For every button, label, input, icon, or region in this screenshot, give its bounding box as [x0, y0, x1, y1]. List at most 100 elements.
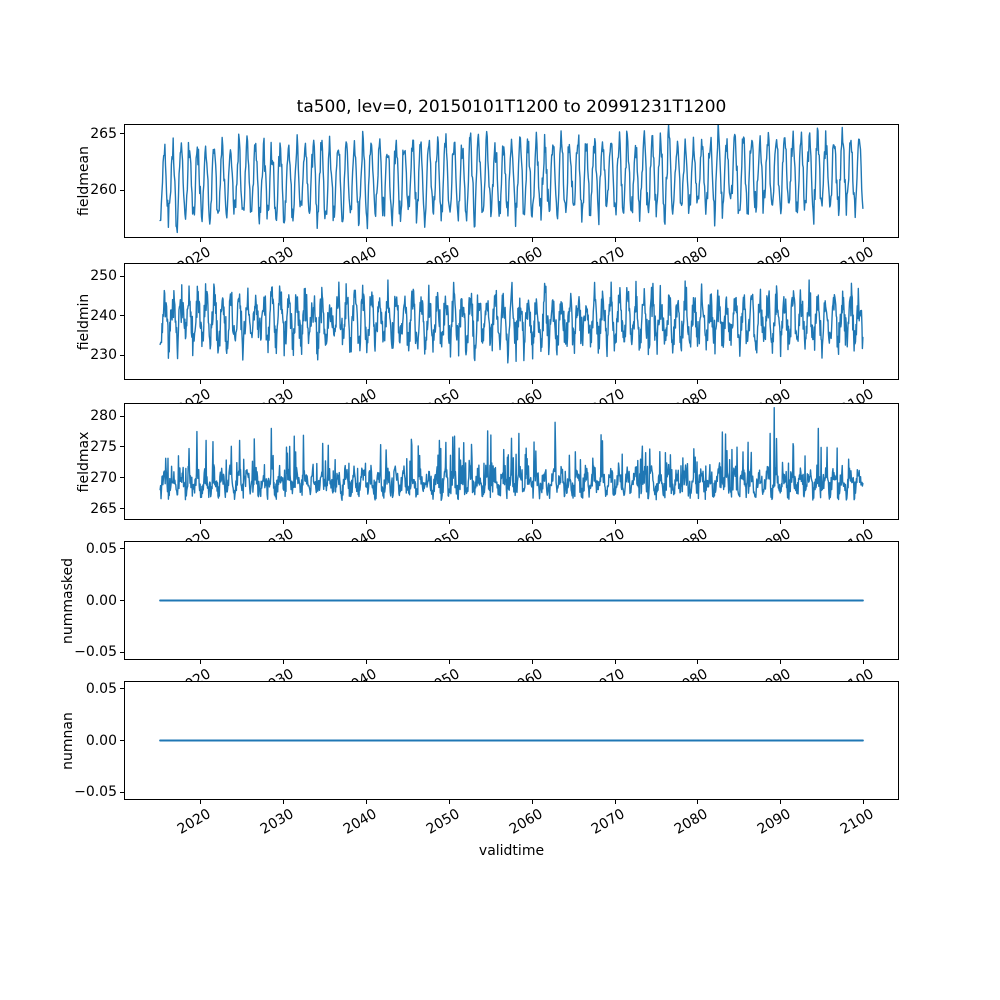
- x-tick-mark: [697, 800, 699, 804]
- y-tick-label: 250: [90, 268, 117, 285]
- x-tick-mark: [283, 660, 285, 664]
- y-tick-mark: [120, 477, 124, 479]
- x-tick-mark: [863, 660, 865, 664]
- x-tick-label: 2080: [672, 806, 711, 838]
- y-tick-mark: [120, 600, 124, 601]
- x-axis-label: validtime: [478, 843, 545, 859]
- x-tick-mark: [283, 238, 285, 242]
- subplot-panel-fieldmean: [124, 124, 899, 238]
- y-tick-label: 0.00: [85, 592, 117, 609]
- x-tick-mark: [697, 380, 699, 384]
- x-tick-label: 2040: [340, 806, 380, 838]
- line-plot-fieldmin: [159, 279, 864, 364]
- x-tick-mark: [780, 238, 782, 242]
- x-tick-mark: [531, 380, 533, 384]
- x-tick-mark: [200, 238, 202, 242]
- x-tick-mark: [614, 660, 616, 664]
- x-tick-mark: [697, 238, 699, 242]
- y-tick-mark: [120, 415, 124, 417]
- x-tick-label: 2050: [423, 806, 463, 838]
- x-tick-mark: [365, 800, 367, 804]
- x-tick-mark: [365, 238, 367, 242]
- y-tick-label: 260: [90, 182, 117, 199]
- x-tick-mark: [283, 520, 285, 524]
- line-plot-numnan: [159, 739, 864, 742]
- y-tick-label: 240: [90, 307, 117, 324]
- x-tick-mark: [200, 660, 202, 664]
- y-tick-label: −0.05: [74, 784, 117, 801]
- x-tick-mark: [863, 238, 865, 242]
- x-tick-mark: [531, 660, 533, 664]
- x-tick-mark: [780, 660, 782, 664]
- x-tick-label: 2090: [755, 806, 794, 838]
- x-tick-mark: [614, 238, 616, 242]
- x-tick-mark: [531, 520, 533, 524]
- y-tick-label: 265: [90, 500, 117, 517]
- x-tick-label: 2020: [174, 806, 214, 838]
- subplot-panel-fieldmin: [124, 263, 899, 380]
- x-tick-mark: [365, 520, 367, 524]
- y-axis-label-nummasked: nummasked: [60, 557, 76, 644]
- y-tick-mark: [120, 651, 124, 653]
- x-tick-mark: [448, 238, 450, 242]
- y-tick-mark: [120, 688, 124, 690]
- x-tick-mark: [283, 800, 285, 804]
- subplot-panel-nummasked: [124, 541, 899, 660]
- subplot-panel-numnan: [124, 681, 899, 800]
- y-tick-mark: [120, 548, 124, 550]
- x-tick-mark: [614, 800, 616, 804]
- y-tick-mark: [120, 508, 124, 510]
- y-tick-label: 0.05: [85, 540, 117, 557]
- x-tick-mark: [200, 380, 202, 384]
- x-tick-mark: [448, 660, 450, 664]
- x-tick-label: 2100: [837, 806, 877, 838]
- y-tick-mark: [120, 446, 124, 448]
- x-tick-mark: [863, 520, 865, 524]
- x-tick-label: 2060: [506, 806, 546, 838]
- x-tick-mark: [614, 380, 616, 384]
- x-tick-mark: [780, 800, 782, 804]
- y-tick-mark: [120, 354, 124, 356]
- y-tick-mark: [120, 189, 124, 191]
- x-tick-mark: [365, 660, 367, 664]
- y-tick-label: 230: [90, 347, 117, 364]
- y-tick-label: 265: [90, 125, 117, 142]
- x-tick-mark: [614, 520, 616, 524]
- x-tick-mark: [780, 380, 782, 384]
- y-axis-label-numnan: numnan: [60, 711, 76, 770]
- x-tick-mark: [448, 800, 450, 804]
- x-tick-label: 2070: [589, 806, 629, 838]
- y-axis-label-fieldmean: fieldmean: [76, 146, 92, 216]
- x-tick-label: 2030: [257, 806, 297, 838]
- x-tick-mark: [200, 800, 202, 804]
- y-tick-mark: [120, 275, 124, 277]
- y-tick-label: 275: [90, 438, 117, 455]
- x-tick-mark: [448, 520, 450, 524]
- line-plot-fieldmean: [159, 125, 864, 234]
- x-tick-mark: [697, 660, 699, 664]
- y-tick-mark: [120, 315, 124, 317]
- y-tick-label: 270: [90, 469, 117, 486]
- y-tick-label: 280: [90, 408, 117, 424]
- x-tick-mark: [863, 380, 865, 384]
- y-tick-mark: [120, 133, 124, 135]
- y-tick-label: −0.05: [74, 644, 117, 661]
- line-plot-nummasked: [159, 599, 864, 602]
- x-tick-mark: [863, 800, 865, 804]
- x-tick-mark: [448, 380, 450, 384]
- y-tick-mark: [120, 791, 124, 793]
- subplot-panel-fieldmax: [124, 403, 899, 520]
- chart-title: ta500, lev=0, 20150101T1200 to 20991231T…: [296, 97, 727, 117]
- y-tick-label: 0.00: [85, 732, 117, 749]
- x-tick-mark: [531, 238, 533, 242]
- x-tick-mark: [283, 380, 285, 384]
- x-tick-mark: [697, 520, 699, 524]
- y-tick-label: 0.05: [85, 680, 117, 697]
- line-plot-fieldmax: [159, 406, 864, 502]
- x-tick-mark: [365, 380, 367, 384]
- x-tick-mark: [200, 520, 202, 524]
- y-tick-mark: [120, 740, 124, 741]
- x-tick-mark: [780, 520, 782, 524]
- x-tick-mark: [531, 800, 533, 804]
